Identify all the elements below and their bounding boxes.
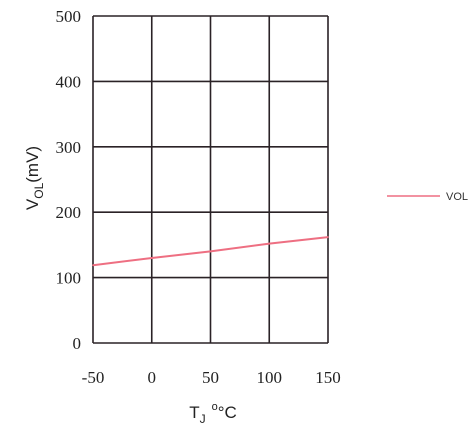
series-layer	[92, 236, 329, 267]
y-tick-labels: 0 100 200 300 400 500	[56, 7, 82, 353]
y-tick-label: 400	[56, 72, 82, 91]
x-axis-title: TJo°C	[189, 401, 237, 426]
data-point	[92, 264, 94, 266]
y-tick-label: 300	[56, 138, 82, 157]
legend-label: VOL	[446, 191, 468, 203]
data-point	[327, 236, 329, 238]
data-point	[268, 242, 271, 245]
x-tick-label: 100	[257, 368, 283, 387]
data-point	[150, 257, 153, 259]
y-axis-title: VOL(mV)	[23, 146, 46, 210]
y-tick-label: 500	[56, 7, 82, 26]
x-tick-label: 0	[148, 368, 157, 387]
legend: VOL	[387, 191, 468, 203]
x-tick-labels: -50 0 50 100 150	[82, 368, 341, 387]
y-tick-label: 0	[73, 334, 82, 353]
y-tick-label: 200	[56, 203, 82, 222]
grid	[92, 15, 329, 344]
data-point	[209, 250, 212, 253]
x-tick-label: 150	[315, 368, 341, 387]
y-tick-label: 100	[56, 269, 82, 288]
x-tick-label: -50	[82, 368, 105, 387]
x-tick-label: 50	[202, 368, 219, 387]
